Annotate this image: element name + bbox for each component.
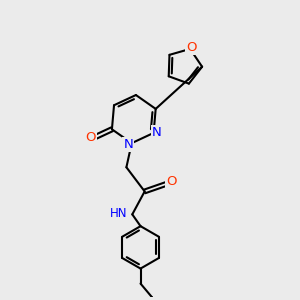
Text: N: N [152, 126, 162, 139]
Text: HN: HN [110, 207, 127, 220]
Text: N: N [123, 138, 133, 152]
Text: O: O [186, 41, 197, 54]
Text: O: O [166, 175, 176, 188]
Text: O: O [85, 131, 96, 145]
